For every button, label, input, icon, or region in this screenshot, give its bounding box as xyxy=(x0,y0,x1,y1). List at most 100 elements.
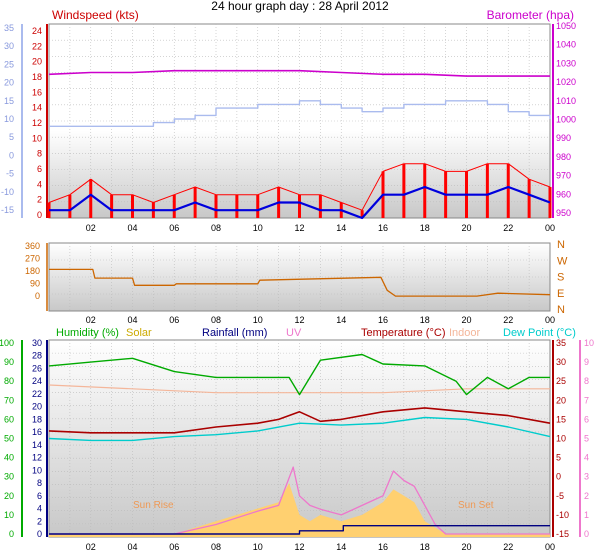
x-tick-label: 14 xyxy=(336,223,346,233)
outer-wind-tick: 30 xyxy=(4,41,14,51)
x-tick-label: 14 xyxy=(336,315,346,325)
x-tick-label: 10 xyxy=(253,315,263,325)
windspeed-tick: 8 xyxy=(37,149,42,159)
temp-left-tick: 20 xyxy=(32,402,42,412)
uv-tick: 9 xyxy=(584,357,589,367)
uv-tick: 6 xyxy=(584,414,589,424)
sunset-label: Sun Set xyxy=(458,500,494,511)
direction-degree-ticks: 360 270 180 90 0 xyxy=(25,241,40,301)
outer-wind-tick: -5 xyxy=(6,169,14,179)
temp-left-tick: 14 xyxy=(32,440,42,450)
barometer-tick: 1020 xyxy=(556,77,576,87)
x-tick-label: 22 xyxy=(503,223,513,233)
solar-label: Solar xyxy=(126,327,152,339)
humidity-line xyxy=(48,353,550,396)
temp-left-tick: 30 xyxy=(32,338,42,348)
direction-line xyxy=(49,268,551,297)
barometer-axis-label: Barometer (hpa) xyxy=(487,8,574,22)
x-tick-label: 18 xyxy=(420,315,430,325)
uv-tick: 3 xyxy=(584,472,589,482)
temperature-tick: 25 xyxy=(556,376,566,386)
humidity-tick: 50 xyxy=(4,434,14,444)
temp-left-tick: 28 xyxy=(32,351,42,361)
windspeed-tick: 14 xyxy=(32,103,42,113)
direction-degree-tick: 270 xyxy=(25,254,40,264)
outer-wind-tick: 20 xyxy=(4,78,14,88)
temperature-tick: 5 xyxy=(556,453,561,463)
x-tick-label: 16 xyxy=(378,542,388,552)
humidity-tick: 30 xyxy=(4,472,14,482)
uv-label: UV xyxy=(286,327,302,339)
windspeed-tick: 22 xyxy=(32,41,42,51)
barometer-tick: 970 xyxy=(556,171,571,181)
uv-tick: 8 xyxy=(584,376,589,386)
x-tick-label: 00 xyxy=(545,223,555,233)
temp-plot-area xyxy=(48,339,551,538)
uv-tick: 0 xyxy=(584,529,589,539)
windspeed-tick: 12 xyxy=(32,118,42,128)
x-tick-label: 20 xyxy=(461,223,471,233)
x-tick-label: 10 xyxy=(253,542,263,552)
x-tick-label: 08 xyxy=(211,223,221,233)
temperature-tick: 15 xyxy=(556,414,566,424)
temp-series xyxy=(48,353,551,537)
x-tick-label: 18 xyxy=(420,223,430,233)
temp-x-ticks: 02 04 06 08 10 12 14 16 18 20 22 00 xyxy=(86,542,555,552)
x-tick-label: 20 xyxy=(461,542,471,552)
humidity-tick: 90 xyxy=(4,357,14,367)
temp-left-tick: 26 xyxy=(32,363,42,373)
humidity-tick: 80 xyxy=(4,376,14,386)
direction-degree-tick: 360 xyxy=(25,241,40,251)
barometer-tick: 950 xyxy=(556,208,571,218)
outer-wind-tick: 25 xyxy=(4,59,14,69)
outer-wind-tick: 10 xyxy=(4,114,14,124)
x-tick-label: 12 xyxy=(294,542,304,552)
x-tick-label: 16 xyxy=(378,315,388,325)
outer-wind-tick: -10 xyxy=(1,187,14,197)
windspeed-line xyxy=(49,100,551,128)
barometer-tick: 990 xyxy=(556,133,571,143)
x-tick-label: 22 xyxy=(503,542,513,552)
direction-compass-tick: E xyxy=(557,288,564,300)
temperature-ticks: 35 30 25 20 15 10 5 0 -5 -10 -15 xyxy=(556,338,569,539)
humidity-tick: 70 xyxy=(4,395,14,405)
sunrise-label: Sun Rise xyxy=(133,500,174,511)
uv-tick: 7 xyxy=(584,395,589,405)
dewpoint-label: Dew Point (°C) xyxy=(503,327,576,339)
direction-compass-tick: N xyxy=(557,239,565,251)
temp-left-tick: 4 xyxy=(37,504,42,514)
temperature-tick: 10 xyxy=(556,434,566,444)
barometer-tick: 1000 xyxy=(556,115,576,125)
indoor-line xyxy=(48,384,550,394)
gust-line xyxy=(48,163,551,211)
humidity-tick: 40 xyxy=(4,453,14,463)
humidity-tick: 10 xyxy=(4,510,14,520)
humidity-tick: 60 xyxy=(4,414,14,424)
x-tick-label: 04 xyxy=(127,315,137,325)
rainfall-line xyxy=(49,525,550,535)
average-wind-line xyxy=(49,185,551,220)
windspeed-tick: 10 xyxy=(32,133,42,143)
indoor-label: Indoor xyxy=(449,327,481,339)
wind-x-ticks: 02 04 06 08 10 12 14 16 18 20 22 00 xyxy=(86,223,555,233)
temperature-tick: -10 xyxy=(556,510,569,520)
x-tick-label: 22 xyxy=(503,315,513,325)
direction-x-ticks: 02 04 06 08 10 12 14 16 18 20 22 00 xyxy=(86,315,555,325)
direction-compass-tick: S xyxy=(557,272,564,284)
x-tick-label: 00 xyxy=(545,315,555,325)
outer-wind-tick: 15 xyxy=(4,96,14,106)
temperature-tick: 35 xyxy=(556,338,566,348)
temperature-label: Temperature (°C) xyxy=(361,327,445,339)
x-tick-label: 02 xyxy=(86,223,96,233)
x-tick-label: 10 xyxy=(253,223,263,233)
barometer-line xyxy=(48,69,550,77)
solar-area xyxy=(49,483,550,537)
direction-degree-tick: 180 xyxy=(25,266,40,276)
uv-tick: 5 xyxy=(584,434,589,444)
x-tick-label: 04 xyxy=(127,223,137,233)
dewpoint-line xyxy=(48,416,551,442)
barometer-ticks: 1050 1040 1030 1020 1010 1000 990 980 970 960 950 xyxy=(556,21,576,218)
